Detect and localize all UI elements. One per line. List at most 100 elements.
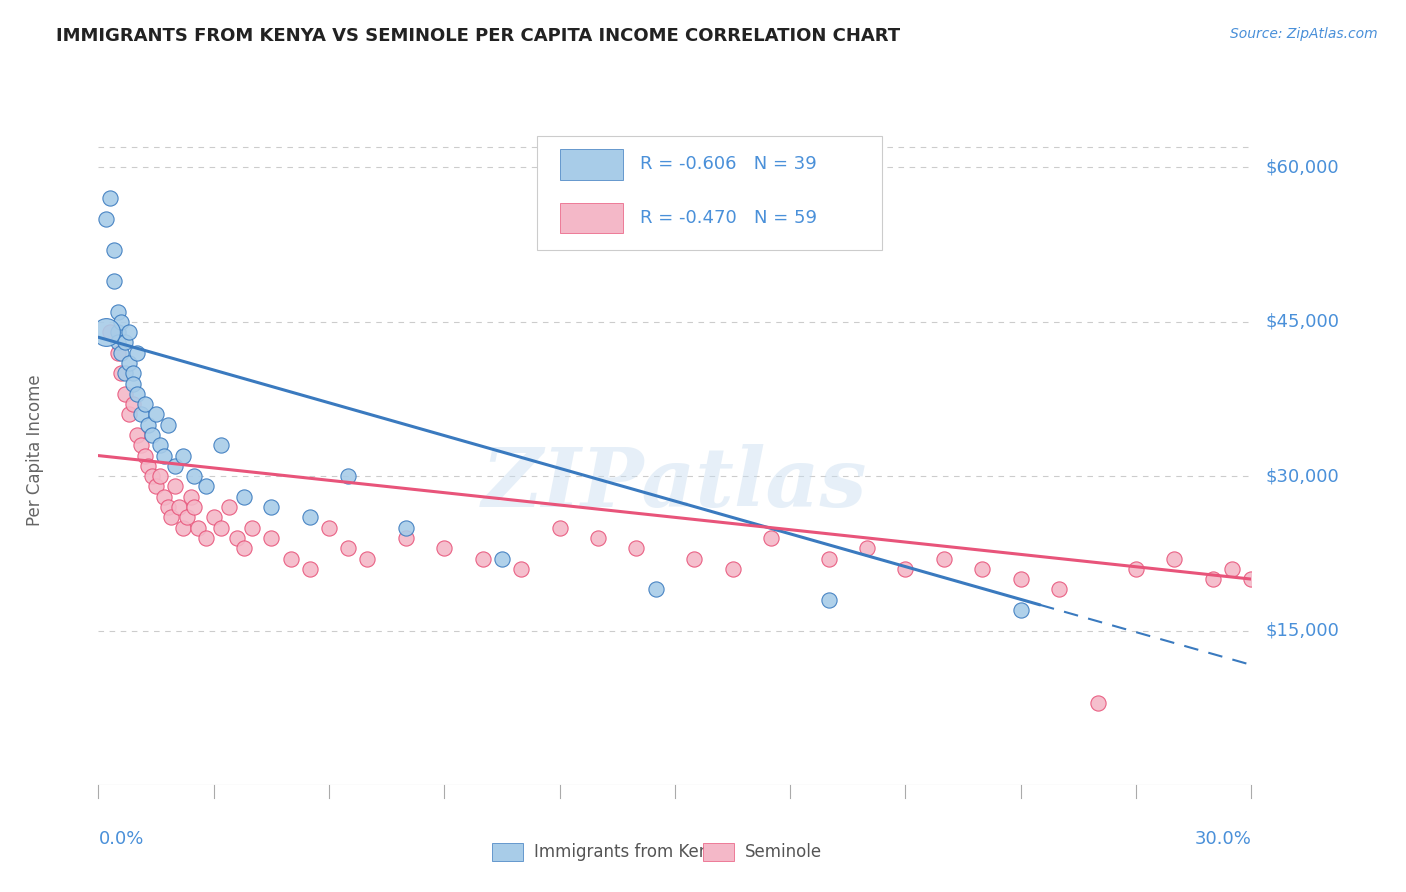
Text: 30.0%: 30.0% <box>1195 830 1251 847</box>
FancyBboxPatch shape <box>537 136 883 250</box>
Point <box>122 366 145 380</box>
Text: ZIPatlas: ZIPatlas <box>482 444 868 524</box>
Point <box>125 345 148 359</box>
Point <box>318 521 340 535</box>
Point <box>225 531 247 545</box>
Point <box>395 521 418 535</box>
Point <box>491 551 513 566</box>
Point <box>134 449 156 463</box>
Point <box>894 562 917 576</box>
Point <box>114 387 136 401</box>
Point <box>152 490 174 504</box>
Point <box>107 325 129 339</box>
Point <box>103 243 125 257</box>
Text: IMMIGRANTS FROM KENYA VS SEMINOLE PER CAPITA INCOME CORRELATION CHART: IMMIGRANTS FROM KENYA VS SEMINOLE PER CA… <box>56 27 900 45</box>
Point <box>138 417 160 432</box>
Text: $15,000: $15,000 <box>1265 622 1340 640</box>
Point <box>233 541 256 556</box>
Point <box>172 449 194 463</box>
Point <box>138 458 160 473</box>
Point <box>817 551 839 566</box>
Point <box>1220 562 1243 576</box>
Point <box>260 531 283 545</box>
Point <box>94 325 117 339</box>
Point <box>110 366 132 380</box>
Point <box>298 562 321 576</box>
Text: Immigrants from Kenya: Immigrants from Kenya <box>534 843 730 861</box>
Point <box>209 438 232 452</box>
Point <box>218 500 240 514</box>
Bar <box>560 203 623 233</box>
Point <box>107 345 129 359</box>
Point <box>145 479 167 493</box>
Point <box>110 315 132 329</box>
Point <box>510 562 533 576</box>
Point <box>110 345 132 359</box>
Point <box>240 521 263 535</box>
Point <box>165 479 187 493</box>
Point <box>149 469 172 483</box>
Point <box>141 428 163 442</box>
Point <box>129 438 152 452</box>
Point <box>172 521 194 535</box>
Point <box>122 397 145 411</box>
Point <box>932 551 955 566</box>
Point <box>122 376 145 391</box>
Point <box>586 531 609 545</box>
Point <box>183 469 205 483</box>
Point <box>160 510 183 524</box>
Point <box>134 397 156 411</box>
Text: R = -0.470   N = 59: R = -0.470 N = 59 <box>640 209 817 227</box>
Point <box>721 562 744 576</box>
Point <box>129 408 152 422</box>
Point <box>195 479 218 493</box>
Text: R = -0.606   N = 39: R = -0.606 N = 39 <box>640 155 817 173</box>
Point <box>433 541 456 556</box>
Point <box>114 366 136 380</box>
Point <box>856 541 879 556</box>
Point <box>972 562 994 576</box>
Text: Per Capita Income: Per Capita Income <box>27 375 44 526</box>
Point <box>118 356 141 370</box>
Bar <box>560 149 623 179</box>
Point <box>94 211 117 226</box>
Point <box>195 531 218 545</box>
Point <box>145 408 167 422</box>
Point <box>118 325 141 339</box>
Point <box>107 335 129 350</box>
Point <box>156 417 179 432</box>
Point <box>1087 696 1109 710</box>
Point <box>471 551 494 566</box>
Point <box>98 191 121 205</box>
Point <box>187 521 209 535</box>
Point <box>233 490 256 504</box>
Point <box>1047 582 1070 597</box>
Text: $60,000: $60,000 <box>1265 159 1339 177</box>
Point <box>141 469 163 483</box>
Point <box>337 469 360 483</box>
Point <box>156 500 179 514</box>
Text: $30,000: $30,000 <box>1265 467 1339 485</box>
Point <box>626 541 648 556</box>
Point <box>1240 572 1263 586</box>
Point <box>180 490 202 504</box>
Point <box>107 304 129 318</box>
Point <box>149 438 172 452</box>
Point <box>1163 551 1185 566</box>
Text: $45,000: $45,000 <box>1265 313 1340 331</box>
Point <box>817 592 839 607</box>
Point <box>165 458 187 473</box>
Point <box>103 274 125 288</box>
Point <box>125 387 148 401</box>
Point <box>152 449 174 463</box>
Point <box>118 408 141 422</box>
Point <box>759 531 782 545</box>
Point <box>395 531 418 545</box>
Text: Seminole: Seminole <box>745 843 823 861</box>
Point <box>167 500 190 514</box>
Point <box>683 551 706 566</box>
Point <box>202 510 225 524</box>
Point <box>98 325 121 339</box>
Text: Source: ZipAtlas.com: Source: ZipAtlas.com <box>1230 27 1378 41</box>
Point <box>298 510 321 524</box>
